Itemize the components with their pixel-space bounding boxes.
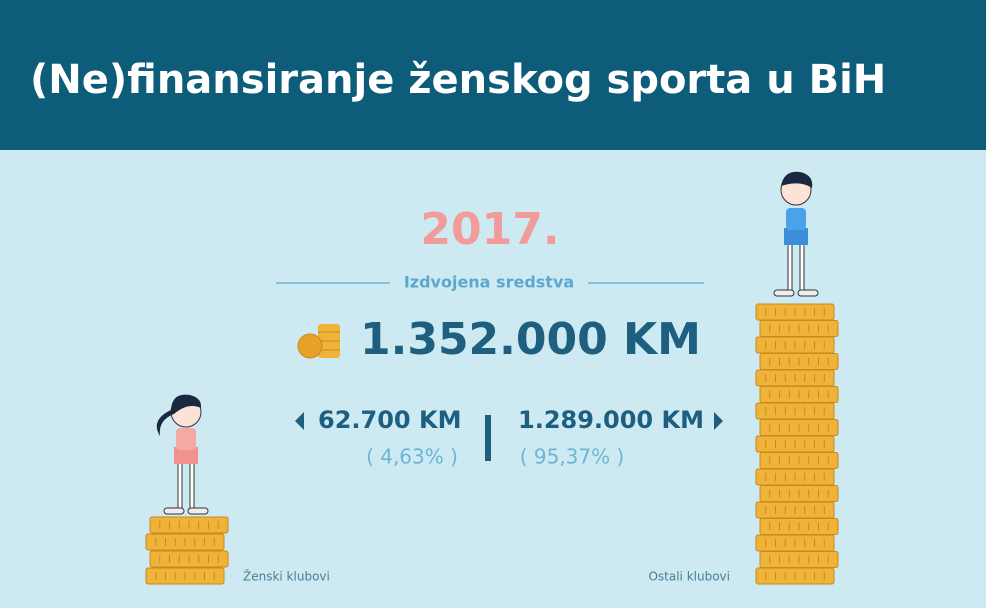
header-band — [0, 0, 986, 150]
boy-figure — [773, 171, 819, 297]
coin — [759, 551, 839, 568]
coin — [755, 369, 835, 387]
title: (Ne)finansiranje ženskog sporta u BiH — [30, 57, 886, 103]
coin — [759, 386, 839, 403]
arrow-left — [295, 412, 304, 430]
coin — [755, 303, 835, 321]
women-share: ( 4,63% ) — [366, 445, 458, 469]
coin — [145, 567, 225, 585]
coin — [755, 435, 835, 453]
coin — [145, 533, 225, 551]
coin-stacks — [145, 303, 839, 585]
coin — [755, 534, 835, 552]
subtitle: Izdvojena sredstva — [404, 273, 574, 292]
others-label: Ostali klubovi — [648, 570, 730, 584]
arrow-right — [714, 412, 723, 430]
total: 1.352.000 KM — [360, 314, 701, 365]
coin — [149, 550, 229, 568]
others-amount: 1.289.000 KM — [518, 406, 704, 434]
coin — [755, 402, 835, 420]
women-label: Ženski klubovi — [243, 569, 330, 584]
coin — [149, 516, 229, 534]
coin-icon — [297, 324, 340, 359]
others-share: ( 95,37% ) — [520, 445, 625, 469]
coin — [755, 501, 835, 519]
women-amount: 62.700 KM — [318, 406, 461, 434]
coin — [759, 518, 839, 535]
year: 2017. — [420, 204, 559, 255]
coin — [759, 353, 839, 370]
coin — [759, 452, 839, 469]
coin — [755, 336, 835, 354]
coin — [755, 567, 835, 585]
coin — [759, 419, 839, 436]
coin — [755, 468, 835, 486]
coin — [759, 320, 839, 337]
coin — [759, 485, 839, 502]
divider — [485, 415, 491, 461]
girl-figure — [156, 394, 209, 515]
